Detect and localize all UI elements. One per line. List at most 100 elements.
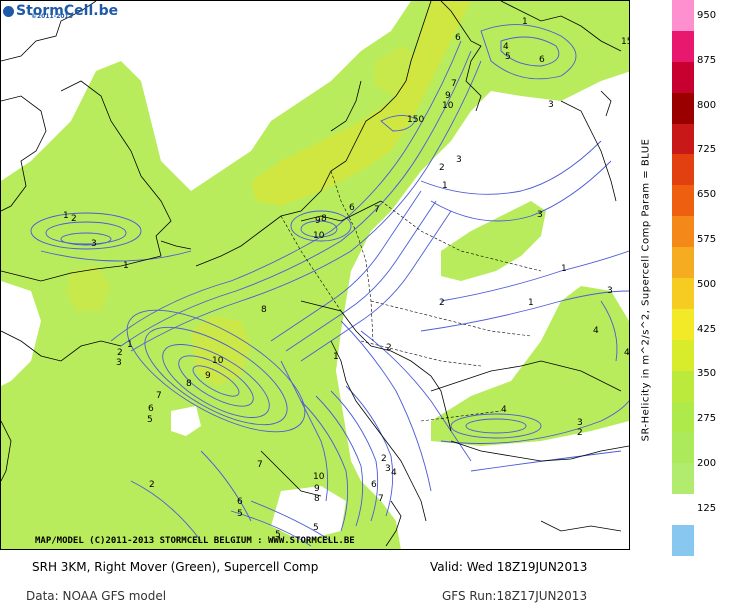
contour-label: 3 (116, 358, 122, 368)
srh-high-area-2 (191, 316, 251, 386)
srh-area-west-notch (1, 281, 41, 386)
contour-label: 1 (522, 17, 528, 27)
contour-label: 5 (505, 52, 511, 62)
contour-label: 10 (313, 231, 325, 241)
contour-label: 10 (313, 472, 325, 482)
stormcell-logo: StormCell.be (3, 1, 118, 21)
colorbar-segment (672, 30, 694, 63)
contour-label: 6 (455, 33, 461, 43)
colorbar-level-label: 425 (697, 323, 717, 335)
logo-copyright: ©2011-2013 (31, 13, 73, 20)
weather-map: 1 2 3 1 1 2 3 7 6 5 8 9 10 8 7 6 5 2 5 1… (1, 1, 630, 549)
contour-label: 7 (374, 205, 380, 215)
colorbar-segment (672, 92, 694, 125)
colorbar-level-label: 200 (697, 458, 717, 469)
contour-label: 9 (314, 484, 320, 494)
contour-label: 9 (205, 371, 211, 381)
contour-label: 1 (123, 261, 129, 271)
logo-text: StormCell.be (16, 3, 119, 19)
contour-label: 2 (71, 214, 77, 224)
contour-label: 3 (537, 210, 543, 220)
colorbar-segment (672, 278, 694, 310)
colorbar-segment (672, 339, 694, 372)
contour-label: 2 (439, 298, 445, 308)
contour-label: 5 (275, 530, 281, 540)
contour-label: 1 (561, 264, 567, 274)
contour-label: 1 (442, 181, 448, 191)
contour-label: 3 (607, 286, 613, 296)
colorbar-level-label: 950 (697, 10, 717, 21)
contour-label: 2 (149, 480, 155, 490)
contour-label: 6 (349, 203, 355, 213)
data-source: Data: NOAA GFS model (26, 589, 167, 603)
gfs-run: GFS Run:18Z17JUN2013 (442, 589, 588, 603)
contour-label: 8 (321, 214, 327, 224)
colorbar-segment (672, 432, 694, 464)
contour-label: 1 (528, 298, 534, 308)
contour-label: 1 (333, 352, 339, 362)
colorbar-segment (672, 401, 694, 433)
storm-logo-icon (3, 5, 14, 17)
contour-label: 8 (186, 379, 192, 389)
contour-label: 6 (237, 497, 243, 507)
srh-area-white-sw (171, 406, 201, 436)
colorbar-level-label: 875 (697, 54, 717, 66)
contour-label: 3 (385, 464, 391, 474)
contour-label: 6 (371, 480, 377, 490)
contour-label: 3 (91, 239, 97, 249)
contour-label: 8 (261, 305, 267, 315)
colorbar-level-label: 275 (697, 413, 717, 425)
contour-label: 4 (501, 405, 507, 415)
colorbar-segment (672, 370, 694, 403)
contour-label: 4 (503, 42, 509, 52)
srh-area-east-1 (441, 201, 546, 281)
contour-label: 3 (548, 100, 554, 110)
contour-label: 2 (439, 163, 445, 173)
map-copyright: MAP/MODEL (C)2011-2013 STORMCELL BELGIUM… (35, 536, 355, 546)
contour-label: 4 (391, 468, 397, 478)
colorbar-level-label: 650 (697, 189, 717, 201)
contour-label: 2 (386, 343, 392, 353)
contour-label: 7 (378, 494, 384, 504)
contour-label: 1 (127, 340, 133, 350)
map-panel: 1 2 3 1 1 2 3 7 6 5 8 9 10 8 7 6 5 2 5 1… (0, 0, 630, 550)
colorbar-segment (672, 154, 694, 186)
contour-label: 10 (212, 356, 224, 366)
colorbar-segment (672, 463, 694, 495)
contour-label: 2 (117, 348, 123, 358)
colorbar-level-label: 125 (697, 502, 717, 514)
colorbar-segment (672, 185, 694, 217)
colorbar-segment (672, 123, 694, 155)
contour-label: 150 (407, 115, 424, 125)
colorbar-title: SR-Helicity in m^2/s^2, Supercell Comp P… (640, 138, 652, 442)
contour-label: 4 (624, 348, 630, 358)
contour-label: 2 (577, 428, 583, 438)
srh-high-area-1 (251, 1, 471, 206)
colorbar-level-label: 350 (697, 368, 717, 380)
contour-label: 6 (539, 55, 545, 65)
colorbar-segment (672, 247, 694, 279)
country-borders (280, 170, 542, 422)
contour-label: 15 (621, 37, 630, 47)
colorbar-segment (672, 308, 694, 341)
colorbar-segment (672, 61, 694, 94)
contour-label: 2 (381, 454, 387, 464)
contour-label: 5 (147, 415, 153, 425)
srh-area-main (1, 1, 629, 549)
product-title: SRH 3KM, Right Mover (Green), Supercell … (32, 560, 319, 574)
contour-label: 3 (577, 418, 583, 428)
srh-shading (1, 1, 629, 549)
srh-area-white-s (271, 486, 346, 541)
colorbar-level-label: 500 (697, 278, 717, 290)
colorbar-segment (672, 0, 694, 32)
contour-label: 4 (593, 326, 599, 336)
contour-label: 7 (156, 391, 162, 401)
srh-colorbar (672, 0, 694, 557)
colorbar-level-label: 725 (697, 144, 717, 156)
valid-time: Valid: Wed 18Z19JUN2013 (430, 560, 588, 574)
contour-label: 9 (315, 216, 321, 226)
contour-label: 1 (63, 211, 69, 221)
contour-label: 7 (257, 460, 263, 470)
coastlines (1, 1, 629, 547)
colorbar-level-label: 800 (697, 99, 717, 111)
